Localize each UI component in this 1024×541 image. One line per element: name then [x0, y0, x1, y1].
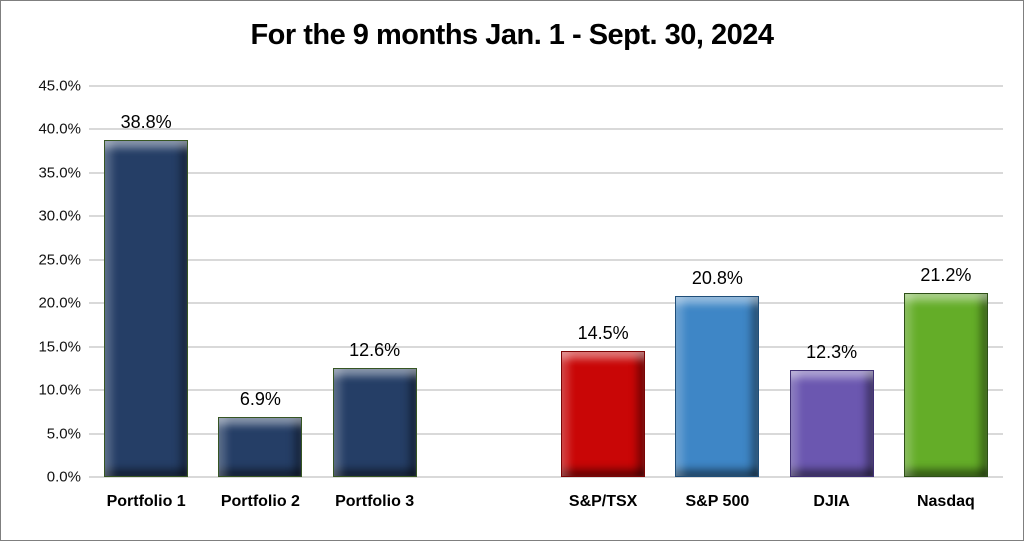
bar: [561, 351, 646, 477]
y-axis-tick-label: 40.0%: [38, 120, 81, 138]
data-label: 21.2%: [920, 265, 972, 285]
gridline: [89, 258, 1003, 261]
y-axis-tick-label: 45.0%: [38, 77, 81, 95]
gridline: [89, 345, 1003, 348]
y-axis-tick-label: 5.0%: [46, 425, 81, 443]
gridline: [89, 302, 1003, 305]
bar-group-djia: 12.3%: [775, 86, 889, 477]
gridline: [89, 476, 1003, 478]
bar-group-s-p-500: 20.8%: [660, 86, 774, 477]
x-axis-category-label: S&P 500: [685, 493, 750, 510]
y-axis-tick-label: 35.0%: [38, 164, 81, 182]
data-label: 12.3%: [806, 342, 858, 362]
x-axis-category-label: Nasdaq: [916, 493, 975, 510]
bar-group-portfolio-2: 6.9%: [203, 86, 317, 477]
y-axis-tick-label: 0.0%: [46, 468, 81, 486]
y-axis-tick-label: 20.0%: [38, 294, 81, 312]
data-label: 20.8%: [691, 268, 743, 288]
bar-group-portfolio-3: 12.6%: [318, 86, 432, 477]
y-axis-tick-label: 15.0%: [38, 338, 81, 356]
bar-group-portfolio-1: 38.8%: [89, 86, 203, 477]
gridline: [89, 128, 1003, 131]
data-label: 12.6%: [349, 340, 401, 360]
bar-group-s-p-tsx: 14.5%: [546, 86, 660, 477]
bar: [104, 140, 189, 477]
x-axis-category-label: DJIA: [813, 493, 850, 510]
data-label: 38.8%: [120, 112, 172, 132]
x-axis-category-label: Portfolio 1: [106, 493, 186, 510]
data-label: 6.9%: [239, 389, 281, 409]
gridline: [89, 432, 1003, 435]
bar-group-nasdaq: 21.2%: [889, 86, 1003, 477]
x-axis-category-label: S&P/TSX: [568, 493, 638, 510]
gridline: [89, 389, 1003, 392]
bar: [218, 417, 303, 477]
y-axis-tick-label: 30.0%: [38, 207, 81, 225]
bar: [675, 296, 760, 477]
gridline: [89, 215, 1003, 218]
x-axis-category-label: Portfolio 3: [335, 493, 415, 510]
chart-title: For the 9 months Jan. 1 - Sept. 30, 2024: [250, 19, 774, 51]
bar: [789, 370, 874, 477]
gridline: [89, 171, 1003, 174]
gridline: [89, 85, 1003, 87]
y-axis-tick-label: 25.0%: [38, 251, 81, 269]
y-axis-tick-label: 10.0%: [38, 381, 81, 399]
x-axis-category-label: Portfolio 2: [220, 493, 300, 510]
bar: [903, 293, 988, 477]
bar: [332, 368, 417, 477]
data-label: 14.5%: [577, 323, 629, 343]
